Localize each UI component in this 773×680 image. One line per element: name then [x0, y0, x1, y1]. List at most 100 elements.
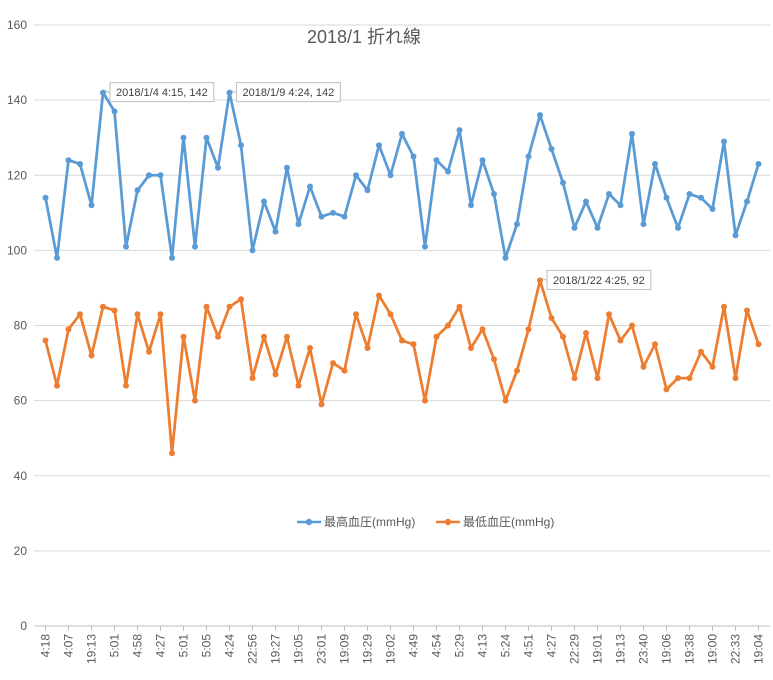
data-point[interactable] [318, 213, 325, 220]
data-point[interactable] [341, 367, 348, 374]
data-point[interactable] [560, 179, 566, 186]
data-point[interactable] [560, 333, 566, 340]
data-point[interactable] [180, 134, 187, 141]
data-point[interactable] [203, 303, 210, 310]
data-point[interactable] [732, 375, 739, 382]
data-point[interactable] [42, 337, 49, 344]
legend[interactable]: 最高血圧(mmHg) 最低血圧(mmHg) [297, 514, 554, 529]
data-point[interactable] [663, 194, 670, 201]
data-point[interactable] [617, 202, 624, 209]
data-point[interactable] [88, 352, 95, 359]
data-point[interactable] [583, 330, 589, 337]
data-point[interactable] [146, 348, 152, 355]
data-point[interactable] [548, 314, 555, 321]
data-point[interactable] [433, 333, 440, 340]
data-point[interactable] [284, 164, 290, 171]
data-point[interactable] [617, 337, 624, 344]
data-point[interactable] [514, 221, 520, 228]
data-point[interactable] [594, 375, 601, 382]
data-point[interactable] [169, 254, 175, 261]
data-point[interactable] [307, 183, 313, 190]
data-point[interactable] [226, 303, 233, 310]
data-point[interactable] [272, 228, 279, 235]
data-point[interactable] [341, 213, 348, 220]
data-point[interactable] [548, 145, 555, 152]
data-point[interactable] [54, 382, 60, 389]
data-point[interactable] [675, 375, 681, 382]
data-point[interactable] [238, 142, 244, 149]
data-point[interactable] [479, 326, 486, 333]
data-point[interactable] [721, 303, 727, 310]
data-point[interactable] [169, 450, 175, 457]
data-point[interactable] [318, 401, 325, 408]
data-point[interactable] [525, 153, 532, 160]
data-point[interactable] [284, 333, 290, 340]
data-point[interactable] [686, 191, 693, 198]
data-point[interactable] [100, 89, 106, 96]
data-point[interactable] [330, 360, 336, 367]
data-point[interactable] [652, 160, 658, 167]
data-point[interactable] [307, 345, 313, 352]
data-point[interactable] [755, 160, 762, 167]
data-point[interactable] [353, 311, 359, 318]
data-point[interactable] [583, 198, 589, 205]
data-point[interactable] [755, 341, 762, 348]
data-point[interactable] [353, 172, 359, 179]
data-point[interactable] [65, 157, 72, 164]
data-point[interactable] [146, 172, 152, 179]
data-point[interactable] [249, 375, 256, 382]
data-point[interactable] [226, 89, 233, 96]
data-point[interactable] [606, 311, 612, 318]
data-point[interactable] [100, 303, 106, 310]
data-point[interactable] [594, 224, 601, 231]
data-point[interactable] [238, 296, 244, 303]
data-point[interactable] [111, 307, 118, 314]
data-point[interactable] [422, 397, 428, 404]
data-point[interactable] [249, 247, 256, 254]
data-point[interactable] [272, 371, 279, 378]
data-point[interactable] [157, 311, 164, 318]
data-point[interactable] [111, 108, 118, 115]
data-point[interactable] [652, 341, 658, 348]
data-point[interactable] [134, 187, 141, 194]
data-point[interactable] [387, 172, 394, 179]
data-point[interactable] [399, 337, 405, 344]
data-point[interactable] [709, 206, 716, 213]
data-point[interactable] [295, 382, 302, 389]
data-point[interactable] [732, 232, 739, 239]
data-point[interactable] [123, 382, 129, 389]
data-point[interactable] [261, 198, 267, 205]
data-point[interactable] [514, 367, 520, 374]
data-point[interactable] [525, 326, 532, 333]
data-point[interactable] [629, 130, 635, 137]
data-point[interactable] [491, 191, 497, 198]
data-point[interactable] [709, 363, 716, 370]
data-point[interactable] [445, 168, 451, 175]
data-point[interactable] [88, 202, 95, 209]
data-point[interactable] [364, 187, 371, 194]
data-point[interactable] [537, 112, 543, 119]
data-point[interactable] [640, 363, 647, 370]
data-point[interactable] [698, 348, 704, 355]
data-point[interactable] [192, 397, 198, 404]
data-point[interactable] [698, 194, 704, 201]
data-point[interactable] [537, 277, 543, 284]
data-point[interactable] [640, 221, 647, 228]
data-point[interactable] [410, 341, 417, 348]
data-point[interactable] [468, 345, 474, 352]
data-point[interactable] [456, 303, 463, 310]
data-point[interactable] [261, 333, 267, 340]
data-point[interactable] [215, 164, 221, 171]
data-point[interactable] [571, 375, 578, 382]
data-point[interactable] [445, 322, 451, 329]
data-point[interactable] [422, 243, 428, 250]
data-point[interactable] [663, 386, 670, 393]
data-point[interactable] [468, 202, 474, 209]
data-point[interactable] [387, 311, 394, 318]
data-point[interactable] [295, 221, 302, 228]
data-point[interactable] [502, 397, 509, 404]
data-point[interactable] [77, 311, 83, 318]
data-point[interactable] [686, 375, 693, 382]
data-point[interactable] [744, 307, 750, 314]
data-point[interactable] [134, 311, 141, 318]
